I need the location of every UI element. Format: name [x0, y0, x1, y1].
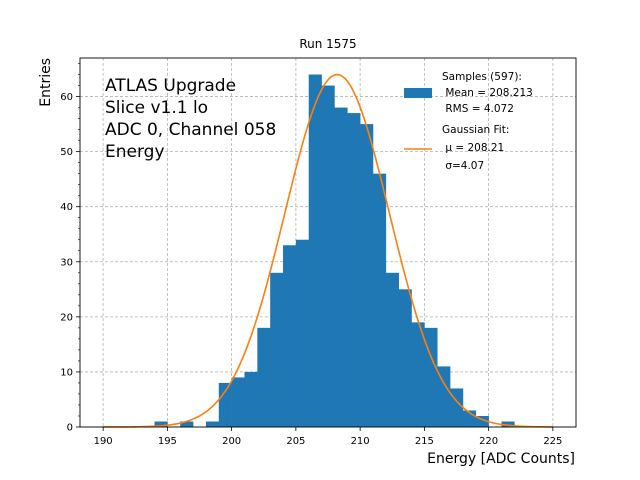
- legend-fit-line-2: μ = 208.21: [442, 142, 504, 154]
- histogram-bar: [154, 421, 168, 427]
- y-tick-label: 10: [60, 367, 73, 378]
- histogram-bar: [321, 85, 335, 427]
- chart-title: Run 1575: [299, 37, 356, 51]
- gaussian-fit-curve: [103, 73, 553, 428]
- histogram-bar: [295, 239, 310, 427]
- annotation-box: ATLAS Upgrade Slice v1.1 lo ADC 0, Chann…: [105, 76, 276, 162]
- fit-line: [103, 73, 553, 428]
- x-tick-label: 215: [415, 436, 434, 447]
- histogram-bar: [231, 377, 245, 427]
- annotation-line-3: ADC 0, Channel 058: [105, 120, 276, 140]
- legend-samples-swatch: [404, 88, 432, 98]
- histogram-bar: [244, 371, 258, 427]
- histogram-bar: [180, 421, 194, 427]
- histogram-bar: [270, 272, 284, 427]
- y-tick-label: 40: [60, 202, 73, 213]
- histogram-bar: [218, 382, 232, 427]
- histogram-bar: [385, 272, 399, 427]
- annotation-line-2: Slice v1.1 lo: [105, 98, 208, 118]
- y-tick-label: 60: [60, 92, 73, 103]
- x-tick-label: 225: [543, 436, 562, 447]
- histogram-bar: [347, 113, 361, 428]
- histogram-bars: [154, 74, 515, 428]
- x-axis-label: Energy [ADC Counts]: [427, 451, 575, 467]
- legend-samples-line-2: Mean = 208.213: [442, 87, 533, 99]
- x-tick-label: 190: [94, 436, 113, 447]
- legend-samples-line-3: RMS = 4.072: [442, 103, 514, 115]
- histogram-bar: [308, 74, 322, 427]
- histogram-bar: [283, 245, 297, 427]
- annotation-line-4: Energy: [105, 142, 165, 162]
- y-tick-label: 30: [60, 257, 73, 268]
- legend-fit-line-3: σ=4.07: [442, 160, 484, 172]
- x-tick-label: 200: [222, 436, 241, 447]
- histogram-bar: [398, 289, 412, 427]
- plot-frame: [79, 57, 577, 428]
- histogram-bar: [372, 173, 387, 427]
- y-tick-label: 50: [60, 147, 73, 158]
- histogram-bar: [437, 366, 451, 427]
- x-tick-label: 220: [479, 436, 498, 447]
- histogram-bar: [257, 327, 271, 427]
- histogram-bar: [360, 124, 374, 428]
- legend: Samples (597): Mean = 208.213 RMS = 4.07…: [404, 71, 533, 172]
- x-tick-label: 210: [351, 436, 370, 447]
- histogram-bar: [475, 415, 489, 427]
- histogram-bar: [424, 327, 438, 427]
- x-tick-label: 195: [158, 436, 177, 447]
- annotation-line-1: ATLAS Upgrade: [105, 76, 236, 96]
- x-axis-ticks: 190 195 200 205 210 215 220 225: [94, 427, 562, 447]
- legend-fit-line-1: Gaussian Fit:: [442, 124, 509, 136]
- y-tick-label: 0: [67, 423, 73, 434]
- histogram-bar: [205, 421, 220, 427]
- histogram-bar: [501, 421, 515, 427]
- histogram-bar: [334, 107, 348, 427]
- y-axis-label: Entries: [38, 58, 54, 107]
- y-axis-ticks: 0 10 20 30 40 50 60: [60, 63, 80, 434]
- histogram-bar: [411, 322, 425, 427]
- x-tick-label: 205: [286, 436, 305, 447]
- y-tick-label: 20: [60, 312, 73, 323]
- legend-samples-line-1: Samples (597):: [442, 71, 522, 83]
